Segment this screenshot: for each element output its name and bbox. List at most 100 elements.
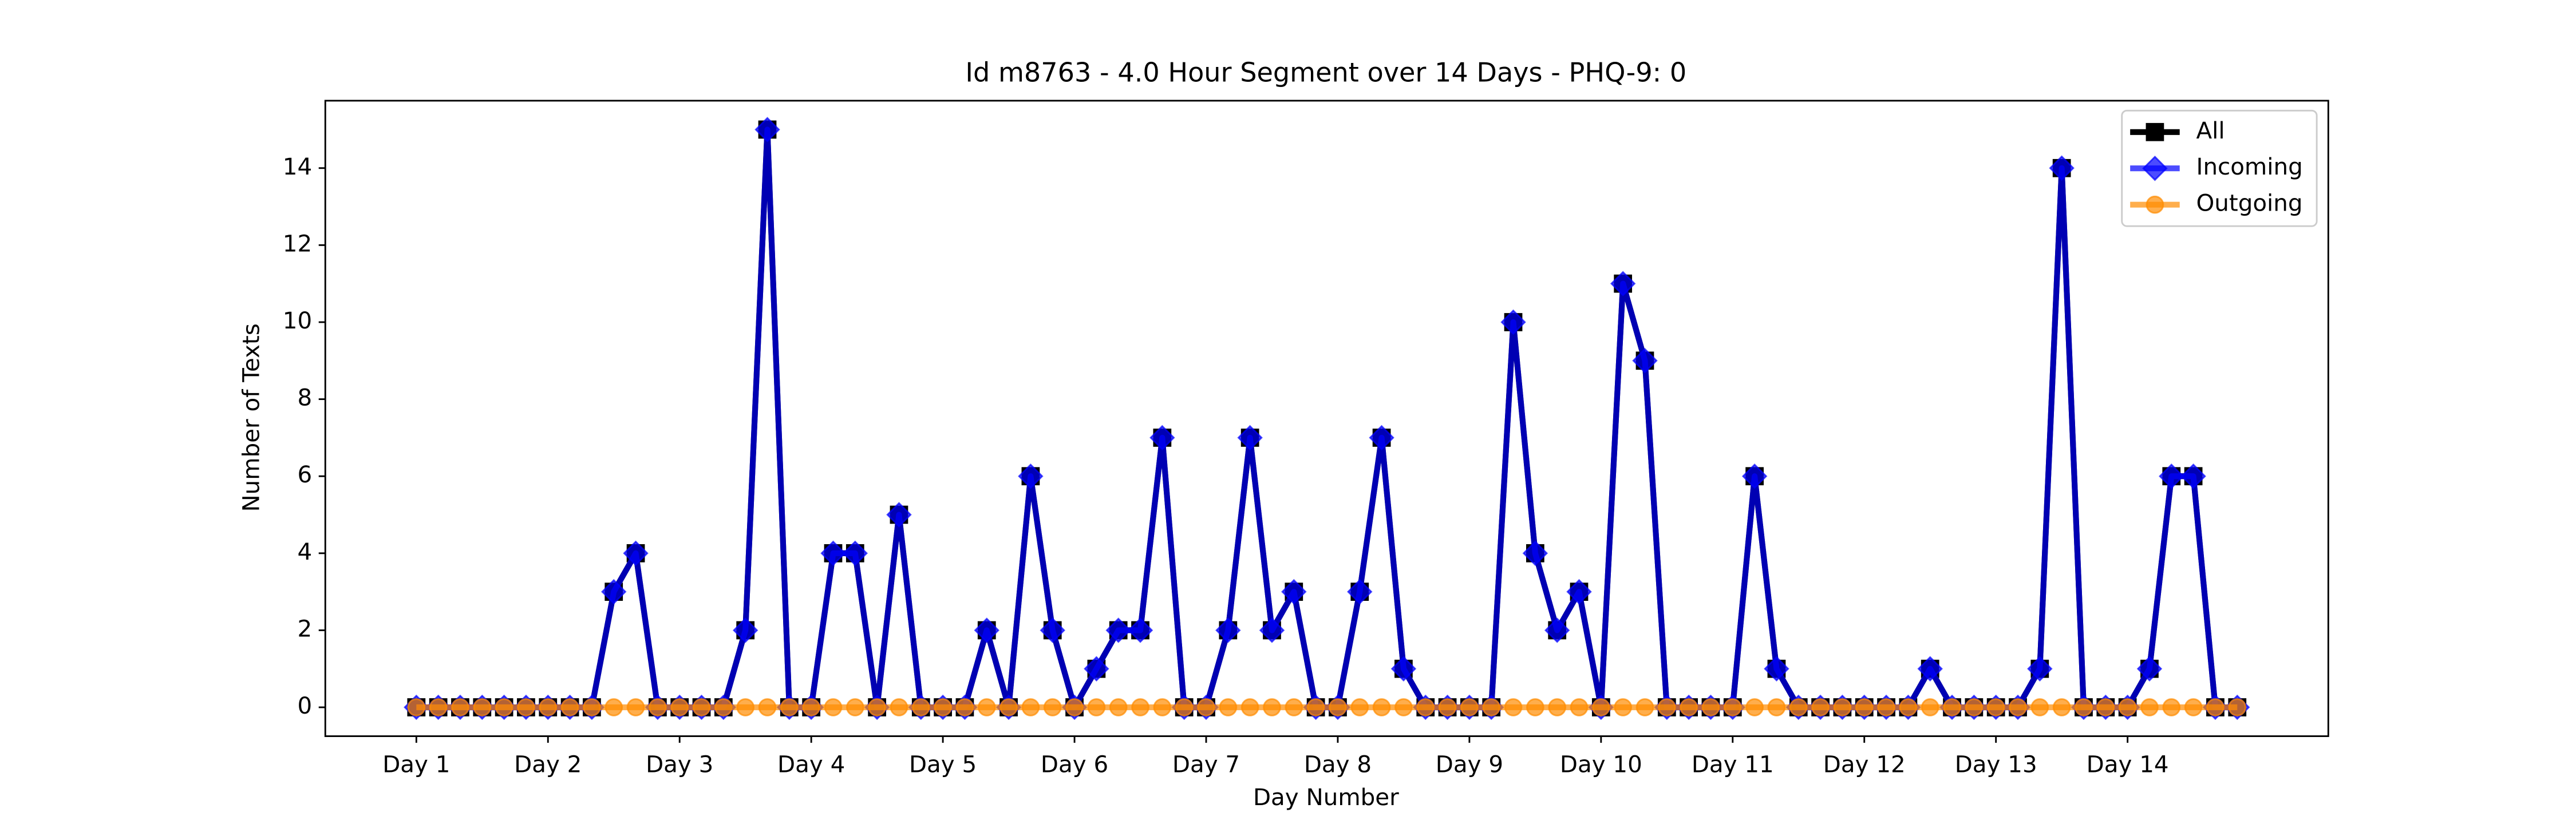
data-point — [1087, 698, 1106, 716]
data-point — [1219, 698, 1238, 716]
data-point — [1237, 425, 1263, 451]
data-point — [1109, 698, 1128, 716]
data-point — [846, 698, 864, 716]
data-point — [1390, 656, 1417, 682]
x-tick-label: Day 2 — [514, 751, 582, 778]
data-point — [1394, 698, 1413, 716]
data-point — [886, 502, 912, 528]
data-point — [1306, 698, 1325, 716]
x-tick-label: Day 9 — [1436, 751, 1503, 778]
data-point — [1855, 698, 1874, 716]
data-point — [623, 540, 649, 566]
legend-box — [2121, 109, 2318, 227]
data-point — [732, 617, 758, 643]
data-point — [1438, 698, 1457, 716]
y-tick-label: 8 — [297, 385, 312, 411]
legend-marker — [2146, 122, 2164, 141]
data-point — [1544, 617, 1570, 643]
y-tick-label: 0 — [297, 692, 312, 719]
x-tick-label: Day 7 — [1172, 751, 1240, 778]
data-point — [2075, 698, 2093, 716]
data-point — [605, 698, 623, 716]
data-point — [1570, 698, 1589, 716]
x-tick-label: Day 5 — [909, 751, 977, 778]
data-point — [820, 540, 846, 566]
x-tick-label: Day 6 — [1041, 751, 1108, 778]
data-point — [868, 698, 886, 716]
x-tick-label: Day 10 — [1560, 751, 1642, 778]
data-point — [1701, 698, 1720, 716]
data-point — [1040, 617, 1065, 643]
data-point — [1745, 698, 1764, 716]
y-tick-label: 2 — [297, 615, 312, 642]
data-point — [1350, 698, 1369, 716]
data-point — [1764, 656, 1789, 682]
data-point — [1614, 698, 1633, 716]
data-point — [2136, 656, 2163, 682]
data-point — [560, 698, 579, 716]
data-point — [974, 617, 999, 643]
data-point — [1153, 698, 1172, 716]
y-tick-label: 12 — [283, 230, 312, 257]
data-point — [1285, 698, 1303, 716]
data-point — [1131, 698, 1149, 716]
data-point — [1372, 698, 1391, 716]
data-point — [626, 698, 645, 716]
y-tick-label: 14 — [283, 153, 312, 180]
data-point — [1767, 698, 1786, 716]
data-point — [911, 698, 930, 716]
data-point — [1018, 463, 1044, 489]
data-point — [601, 579, 627, 605]
legend-label: Incoming — [2196, 153, 2303, 180]
data-point — [2027, 656, 2053, 682]
x-axis-label: Day Number — [1253, 784, 1399, 811]
data-point — [1635, 698, 1654, 716]
data-point — [1943, 698, 1961, 716]
data-point — [1723, 698, 1742, 716]
data-point — [692, 698, 711, 716]
data-point — [802, 698, 821, 716]
data-point — [1741, 463, 1768, 489]
legend-label: All — [2196, 117, 2225, 144]
data-point — [1522, 540, 1548, 566]
data-point — [451, 698, 469, 716]
data-point — [934, 698, 952, 716]
data-point — [1680, 698, 1698, 716]
data-point — [1259, 617, 1285, 643]
data-point — [1504, 698, 1523, 716]
data-point — [2140, 698, 2159, 716]
y-tick-label: 6 — [297, 461, 312, 488]
data-point — [473, 698, 492, 716]
data-point — [1065, 698, 1084, 716]
x-tick-label: Day 1 — [382, 751, 450, 778]
legend-label: Outgoing — [2196, 190, 2303, 217]
data-point — [780, 698, 799, 716]
data-point — [1657, 698, 1676, 716]
data-point — [758, 698, 777, 716]
data-point — [955, 698, 974, 716]
data-point — [1084, 656, 1109, 682]
x-tick-label: Day 3 — [646, 751, 713, 778]
data-point — [1610, 271, 1636, 296]
data-point — [842, 540, 868, 566]
data-point — [1632, 348, 1658, 374]
data-point — [1175, 698, 1194, 716]
data-point — [1789, 698, 1808, 716]
x-tick-label: Day 8 — [1304, 751, 1372, 778]
data-point — [1329, 698, 1347, 716]
data-point — [1460, 698, 1479, 716]
chart-title: Id m8763 - 4.0 Hour Segment over 14 Days… — [965, 57, 1686, 88]
data-point — [2049, 155, 2075, 181]
data-point — [670, 698, 689, 716]
data-point — [2052, 698, 2071, 716]
data-point — [1591, 698, 1610, 716]
x-tick-label: Day 11 — [1692, 751, 1774, 778]
data-point — [2206, 698, 2225, 716]
data-point — [1833, 698, 1852, 716]
data-point — [1105, 617, 1131, 643]
data-point — [2118, 698, 2137, 716]
y-axis-label: Number of Texts — [238, 323, 264, 512]
data-point — [977, 698, 996, 716]
data-point — [1416, 698, 1435, 716]
